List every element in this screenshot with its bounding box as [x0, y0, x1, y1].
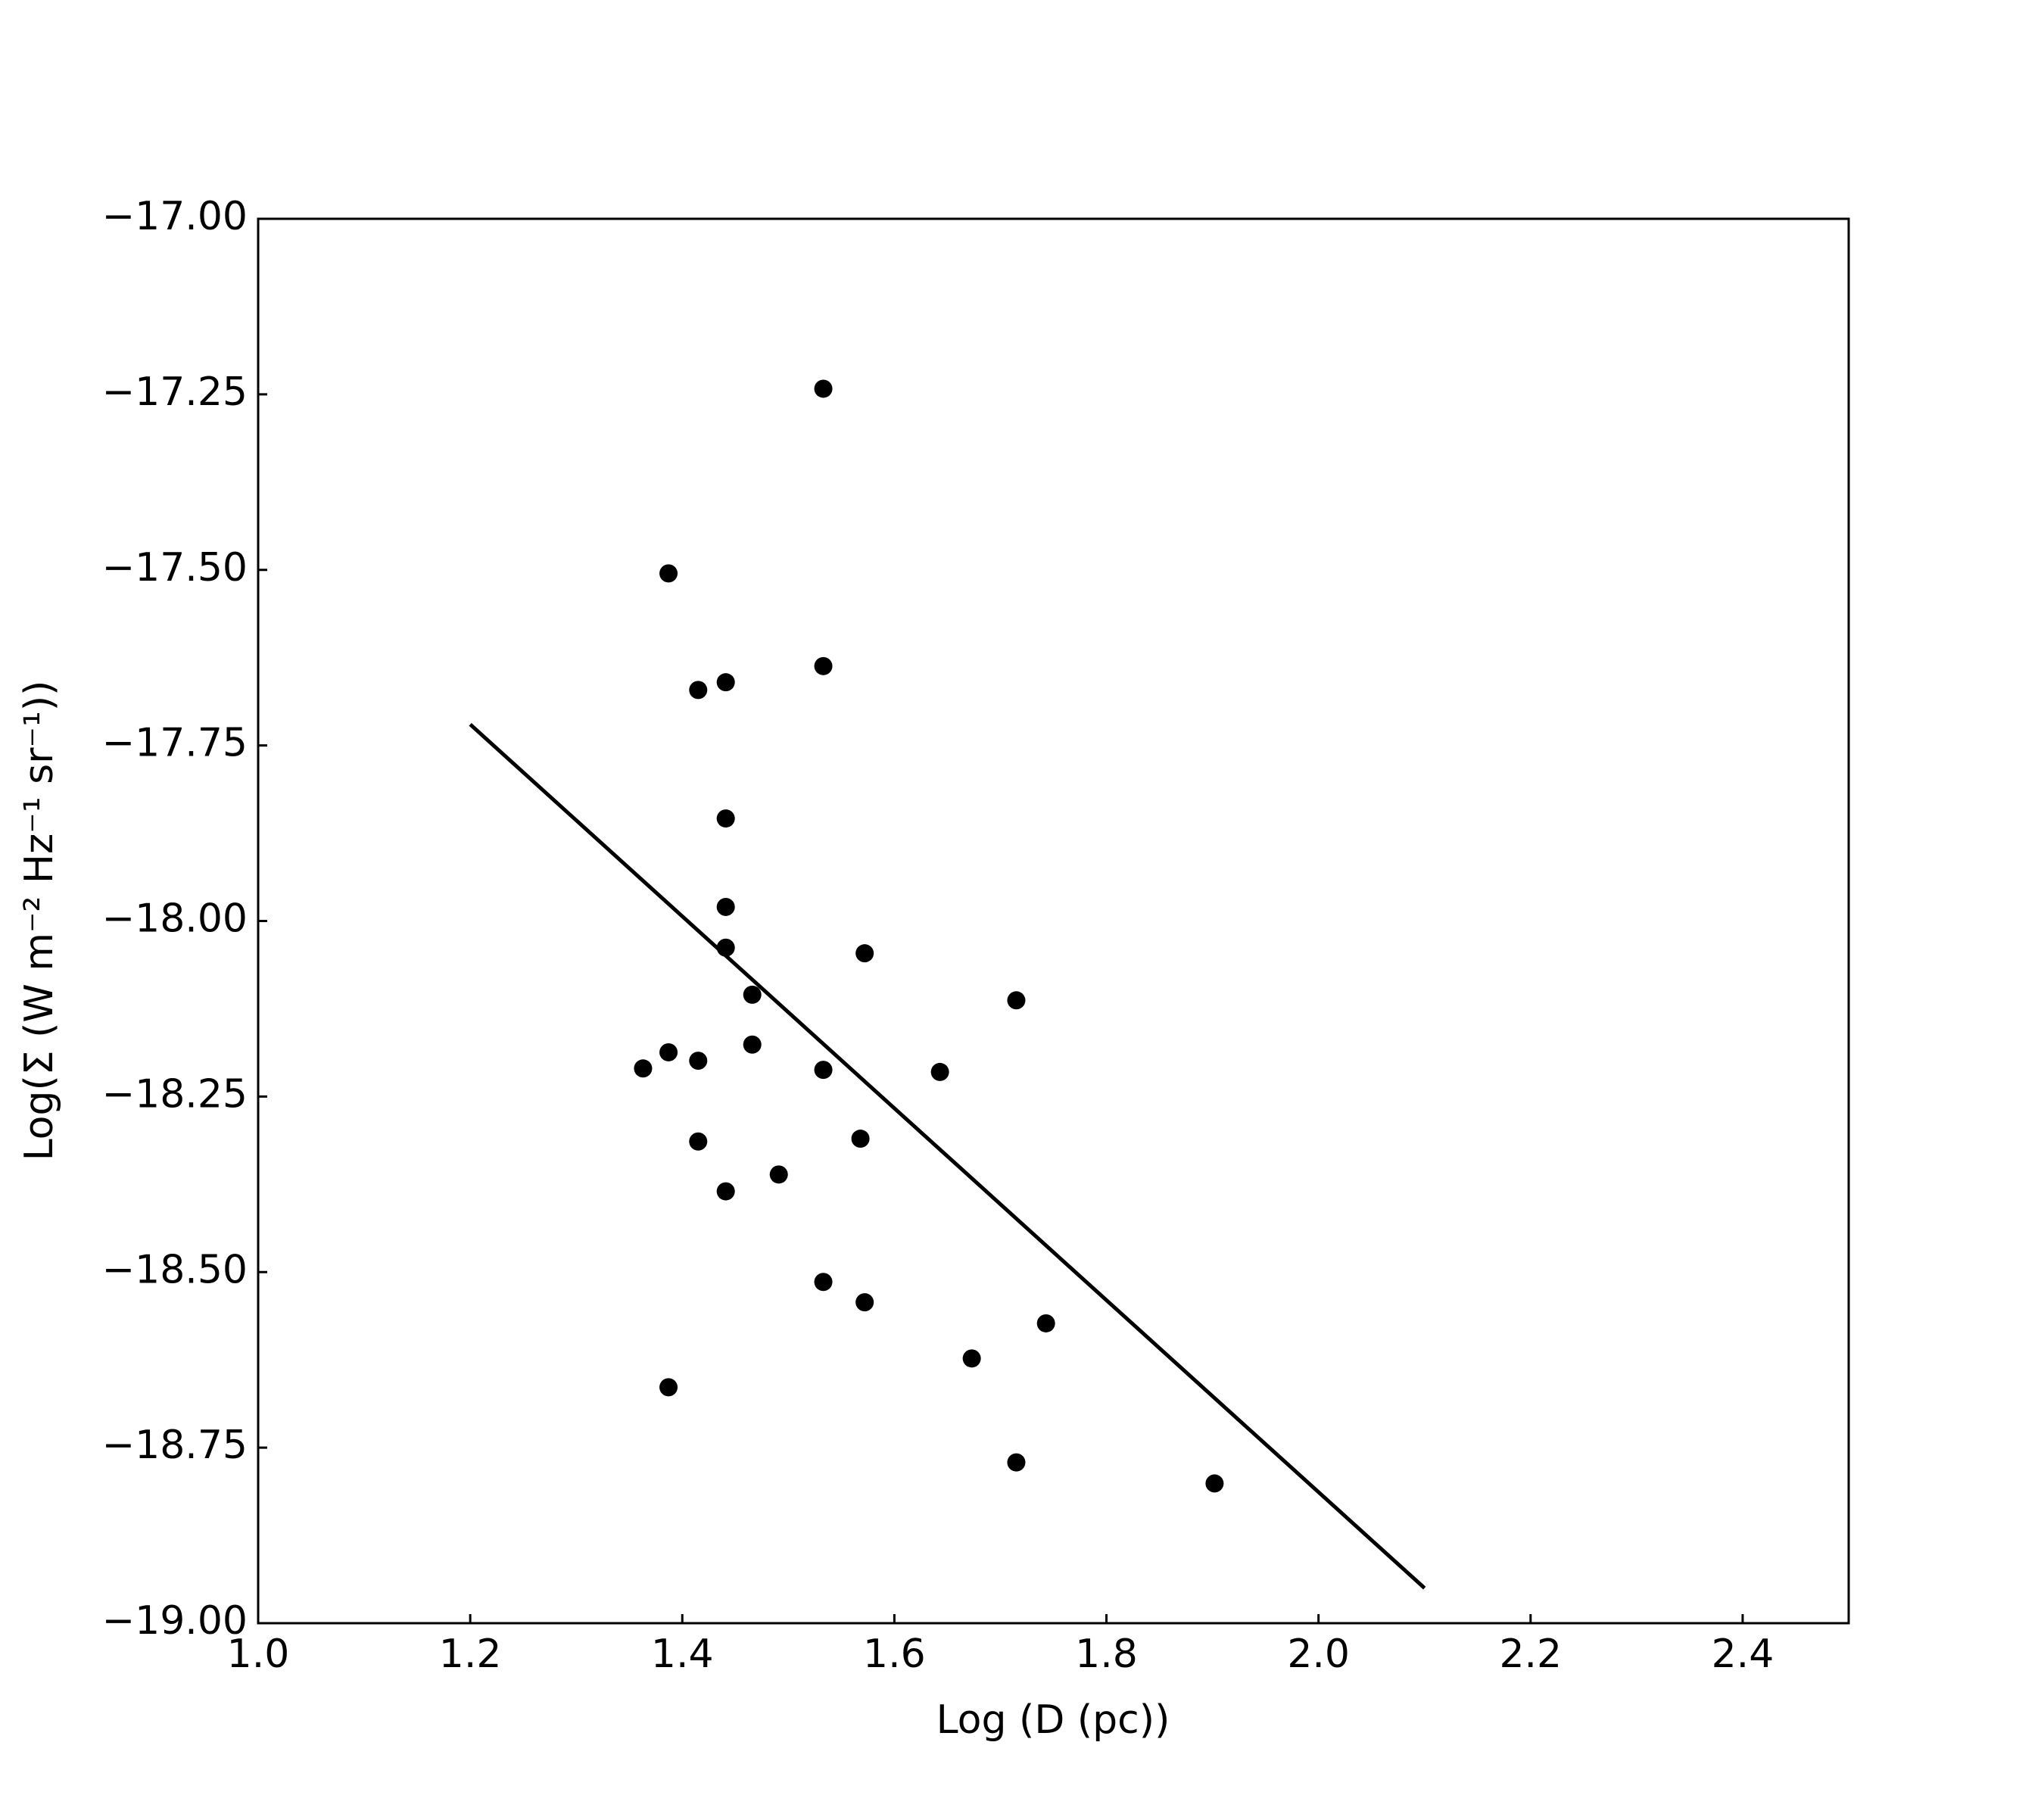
- data-point: [716, 673, 735, 692]
- data-point: [689, 681, 708, 700]
- plot-frame: [257, 217, 1850, 1625]
- y-tick-label: −19.00: [102, 1598, 248, 1644]
- data-point: [689, 1132, 708, 1151]
- data-point: [716, 897, 735, 916]
- y-tick-label: −18.75: [102, 1423, 248, 1468]
- x-tick-label: 2.4: [1712, 1632, 1774, 1677]
- y-tick-label: −17.00: [102, 194, 248, 239]
- y-tick-label: −18.00: [102, 896, 248, 942]
- x-tick-label: 1.4: [651, 1632, 714, 1677]
- data-point: [1205, 1474, 1224, 1493]
- x-axis-label: Log (D (pc)): [936, 1697, 1170, 1743]
- data-point: [851, 1130, 870, 1148]
- data-point: [814, 1273, 833, 1292]
- data-point: [930, 1062, 949, 1081]
- data-point: [689, 1052, 708, 1071]
- x-tick-label: 1.6: [863, 1632, 926, 1677]
- data-point: [743, 1035, 762, 1054]
- data-point: [962, 1349, 981, 1368]
- data-point: [1007, 991, 1026, 1010]
- data-point: [855, 1293, 874, 1312]
- y-tick-label: −17.25: [102, 369, 248, 415]
- data-point: [716, 809, 735, 828]
- data-point: [1036, 1314, 1055, 1332]
- data-point: [716, 1182, 735, 1201]
- data-point: [634, 1059, 653, 1078]
- data-point: [855, 944, 874, 963]
- y-tick-label: −17.75: [102, 721, 248, 766]
- y-tick-label: −18.25: [102, 1071, 248, 1117]
- x-tick-label: 1.8: [1075, 1632, 1138, 1677]
- data-point: [814, 379, 833, 398]
- data-point: [659, 564, 678, 583]
- data-point: [769, 1165, 788, 1184]
- x-tick-label: 2.0: [1287, 1632, 1350, 1677]
- data-point: [743, 985, 762, 1004]
- data-point: [659, 1043, 678, 1061]
- fit-line: [469, 722, 1426, 1590]
- x-tick-label: 1.2: [439, 1632, 502, 1677]
- data-point: [814, 656, 833, 675]
- y-axis-label: Log(Σ (W m⁻² Hz⁻¹ sr⁻¹)): [17, 681, 62, 1161]
- x-tick-label: 2.2: [1499, 1632, 1562, 1677]
- data-point: [1007, 1453, 1026, 1472]
- y-tick-label: −17.50: [102, 545, 248, 591]
- x-tick-label: 1.0: [227, 1632, 290, 1677]
- data-point: [659, 1378, 678, 1397]
- y-tick-label: −18.50: [102, 1247, 248, 1292]
- data-point: [814, 1061, 833, 1080]
